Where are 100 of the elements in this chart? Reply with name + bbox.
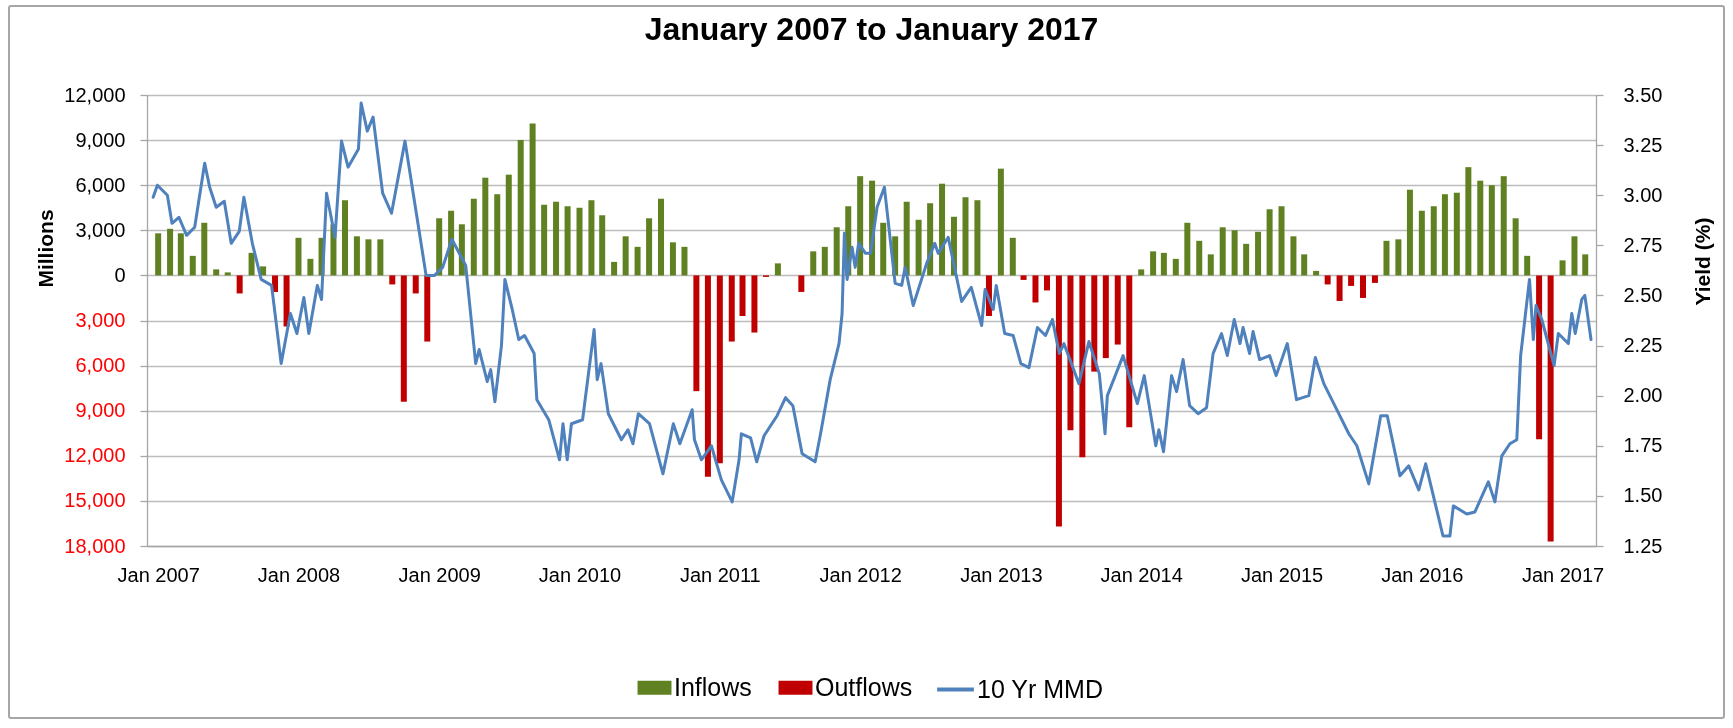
- bar: [1278, 206, 1285, 276]
- bar: [833, 227, 840, 276]
- bar: [1582, 254, 1589, 276]
- bar: [553, 201, 560, 276]
- bar: [377, 239, 384, 276]
- line-series: [151, 101, 1593, 538]
- bar: [599, 215, 606, 276]
- y2-tick-label: 3.50: [1623, 83, 1663, 106]
- y2-tick-label: 2.75: [1623, 233, 1663, 256]
- bar: [1207, 254, 1214, 276]
- legend-label: Inflows: [674, 672, 752, 701]
- bar: [1020, 275, 1027, 280]
- y2-tick-label: 2.50: [1623, 283, 1663, 306]
- bar: [564, 206, 571, 276]
- bar: [1055, 275, 1062, 527]
- bar: [1138, 269, 1145, 276]
- bar: [167, 228, 174, 276]
- bar: [1559, 260, 1566, 276]
- bar: [810, 251, 817, 276]
- bar: [939, 183, 946, 276]
- bar: [224, 272, 231, 276]
- bar: [728, 275, 735, 342]
- bar: [1243, 243, 1250, 276]
- bar: [541, 204, 548, 276]
- bar: [751, 275, 758, 333]
- bar: [213, 269, 220, 276]
- bar: [1395, 239, 1402, 276]
- bar: [1383, 240, 1390, 276]
- y-tick-label: 6,000: [75, 173, 126, 196]
- bar: [1160, 252, 1167, 276]
- bar: [1150, 251, 1157, 276]
- bar: [482, 177, 489, 276]
- bar: [611, 261, 618, 276]
- bar: [1196, 240, 1203, 276]
- bar: [470, 198, 477, 276]
- bar: [880, 222, 887, 276]
- bar: [1255, 231, 1262, 276]
- y-tick-label: 9,000: [75, 399, 126, 422]
- bar: [1324, 275, 1331, 285]
- bar: [155, 233, 162, 276]
- bar: [903, 201, 910, 276]
- bar: [1044, 275, 1050, 291]
- bar: [1231, 230, 1238, 276]
- y2-tick-label: 1.50: [1623, 484, 1663, 507]
- y2-tick-label: 3.25: [1623, 133, 1663, 156]
- bar: [576, 207, 583, 276]
- x-tick-label: Jan 2014: [1100, 563, 1183, 586]
- bar: [1571, 236, 1578, 276]
- bar: [529, 123, 536, 276]
- y2-tick-label: 2.00: [1623, 384, 1663, 407]
- bar: [658, 198, 665, 276]
- y-axis-title: Millions: [33, 209, 57, 288]
- bar: [821, 246, 828, 276]
- bar: [248, 252, 255, 276]
- bar: [588, 200, 595, 276]
- x-tick-label: Jan 2015: [1240, 563, 1324, 586]
- bar: [494, 194, 501, 276]
- y2-tick-label: 3.00: [1623, 183, 1663, 206]
- bar: [436, 218, 443, 276]
- bar: [962, 197, 969, 276]
- bar: [1009, 237, 1016, 276]
- y-tick-label: 12,000: [64, 444, 126, 467]
- bar: [1500, 176, 1507, 276]
- bar: [1371, 275, 1378, 283]
- y-tick-label: 15,000: [64, 489, 126, 512]
- x-tick-label: Jan 2011: [679, 563, 761, 586]
- bar: [505, 174, 512, 276]
- bar: [1465, 167, 1472, 276]
- x-tick-label: Jan 2013: [960, 563, 1043, 586]
- bar: [1441, 194, 1448, 276]
- bar: [622, 236, 629, 276]
- bar: [1360, 275, 1367, 298]
- x-tick-label: Jan 2016: [1381, 563, 1464, 586]
- bar: [236, 275, 243, 294]
- bar: [774, 263, 781, 276]
- bar: [1079, 275, 1086, 458]
- bar: [1032, 275, 1039, 303]
- bar: [716, 275, 723, 464]
- bar: [693, 275, 700, 392]
- bar: [646, 218, 653, 276]
- x-tick-label: Jan 2010: [538, 563, 622, 586]
- y-tick-label: 12,000: [64, 83, 126, 106]
- bar: [389, 275, 396, 285]
- bar: [1172, 258, 1179, 276]
- x-tick-label: Jan 2009: [398, 563, 481, 586]
- y2-axis-title: Yield (%): [1690, 217, 1714, 306]
- legend-label: 10 Yr MMD: [977, 674, 1103, 703]
- bar: [400, 275, 407, 402]
- bar: [1126, 275, 1133, 428]
- bar: [1336, 275, 1343, 301]
- bar: [307, 258, 314, 276]
- bar: [1488, 185, 1495, 276]
- bar: [1524, 255, 1531, 276]
- bar: [1290, 236, 1297, 276]
- bar: [1512, 218, 1519, 276]
- bar: [739, 275, 746, 316]
- bar: [1418, 210, 1425, 276]
- x-tick-label: Jan 2012: [819, 563, 902, 586]
- x-tick-label: Jan 2007: [117, 563, 200, 586]
- bar: [365, 239, 372, 276]
